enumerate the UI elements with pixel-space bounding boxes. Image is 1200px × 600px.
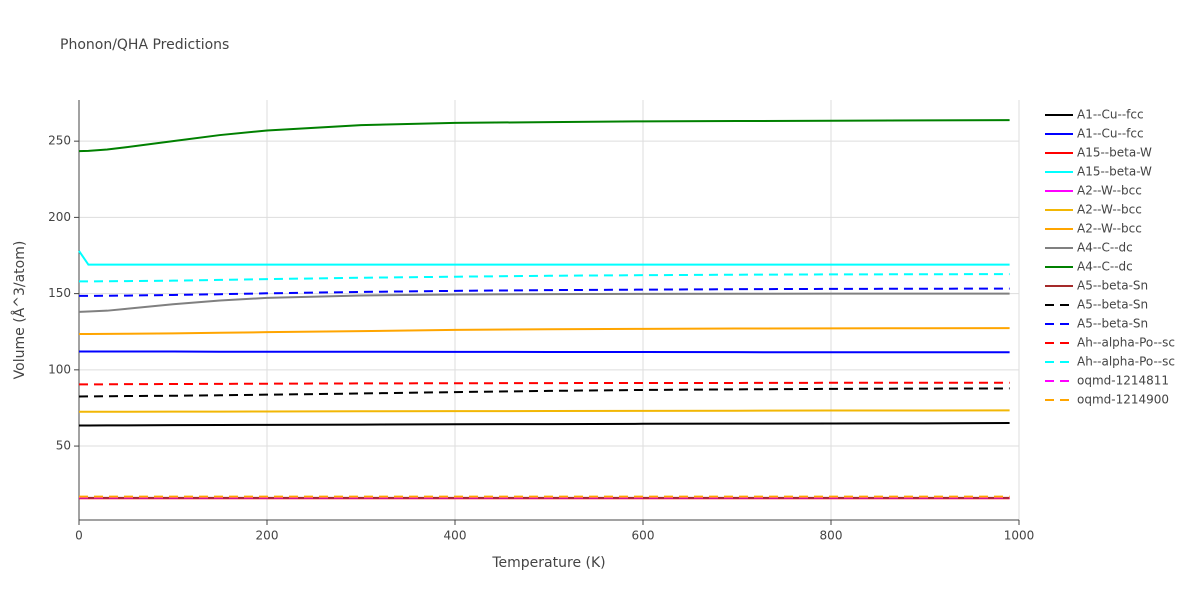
series-line (78, 119, 1010, 153)
legend-label: A2--W--bcc (1077, 222, 1142, 236)
legend-label: A2--W--bcc (1077, 184, 1142, 198)
y-tick-label: 150 (48, 286, 71, 300)
legend-label: A15--beta-W (1077, 165, 1152, 179)
x-axis-title: Temperature (K) (491, 555, 605, 571)
series-line (79, 327, 1010, 336)
legend-label: A1--Cu--fcc (1077, 127, 1144, 141)
y-tick-label: 200 (48, 210, 71, 224)
y-tick-label: 100 (48, 362, 71, 376)
x-tick-label: 400 (444, 529, 467, 543)
legend-label: A1--Cu--fcc (1077, 108, 1144, 122)
legend-label: A4--C--dc (1077, 260, 1133, 274)
y-axis-title: Volume (Å^3/atom) (11, 241, 28, 380)
y-tick-label: 50 (56, 439, 71, 453)
series-line (79, 381, 1010, 386)
series-line (78, 250, 1010, 266)
legend-label: A15--beta-W (1077, 146, 1152, 160)
legend-label: oqmd-1214900 (1077, 393, 1169, 407)
chart-title: Phonon/QHA Predictions (60, 37, 229, 53)
x-tick-label: 600 (632, 529, 655, 543)
series-line (79, 287, 1010, 297)
series-line (78, 387, 1010, 398)
x-tick-label: 0 (75, 529, 83, 543)
legend-label: oqmd-1214811 (1077, 374, 1169, 388)
y-tick-label: 250 (48, 134, 71, 148)
legend-label: Ah--alpha-Po--sc (1077, 355, 1175, 369)
series-line (79, 422, 1010, 427)
x-tick-label: 1000 (1004, 529, 1035, 543)
legend-label: Ah--alpha-Po--sc (1077, 336, 1175, 350)
x-tick-label: 800 (820, 529, 843, 543)
series-line (79, 409, 1010, 413)
legend-label: A4--C--dc (1077, 241, 1133, 255)
series-line (79, 273, 1010, 283)
series-line (78, 292, 1010, 313)
legend-label: A2--W--bcc (1077, 203, 1142, 217)
legend-label: A5--beta-Sn (1077, 279, 1148, 293)
legend-label: A5--beta-Sn (1077, 317, 1148, 331)
series-line (79, 350, 1010, 354)
x-tick-label: 200 (256, 529, 279, 543)
legend-label: A5--beta-Sn (1077, 298, 1148, 312)
